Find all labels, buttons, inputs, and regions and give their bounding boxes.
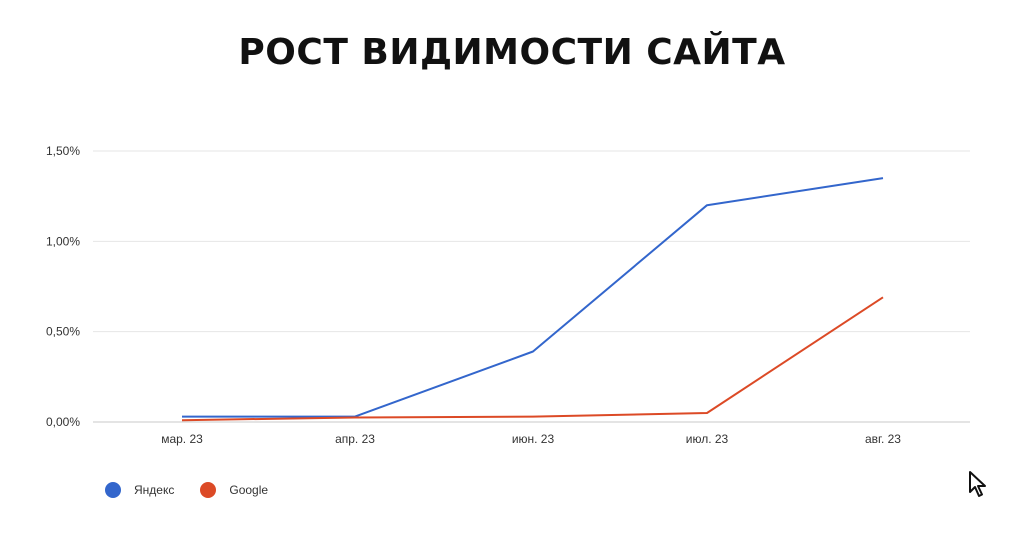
x-tick-label: авг. 23 [865,432,901,446]
x-tick-label: мар. 23 [161,432,203,446]
y-tick-label: 0,50% [46,325,80,339]
chart-title: РОСТ ВИДИМОСТИ САЙТА [238,32,786,73]
y-tick-label: 0,00% [46,415,80,429]
legend-swatch-yandex [105,482,121,498]
legend-label-google: Google [229,483,269,497]
legend-item-yandex[interactable]: Яндекс [105,482,174,498]
series-line-yandex[interactable] [182,177,884,418]
legend-item-google[interactable]: Google [200,482,268,498]
mouse-pointer-icon [969,471,986,497]
series-lines [181,177,884,422]
legend-label-yandex: Яндекс [134,483,175,497]
x-axis-ticks: мар. 23 апр. 23 июн. 23 июл. 23 авг. 23 [161,432,901,446]
x-tick-label: апр. 23 [335,432,375,446]
legend-swatch-google [200,482,217,498]
x-tick-label: июн. 23 [512,432,555,446]
y-tick-label: 1,50% [46,144,80,158]
series-line-google[interactable] [181,296,884,422]
legend: Яндекс Google [105,482,268,498]
x-tick-label: июл. 23 [686,432,729,446]
gridlines [93,150,970,423]
y-axis-ticks: 0,00% 0,50% 1,00% 1,50% [46,144,80,429]
y-tick-label: 1,00% [46,234,80,248]
